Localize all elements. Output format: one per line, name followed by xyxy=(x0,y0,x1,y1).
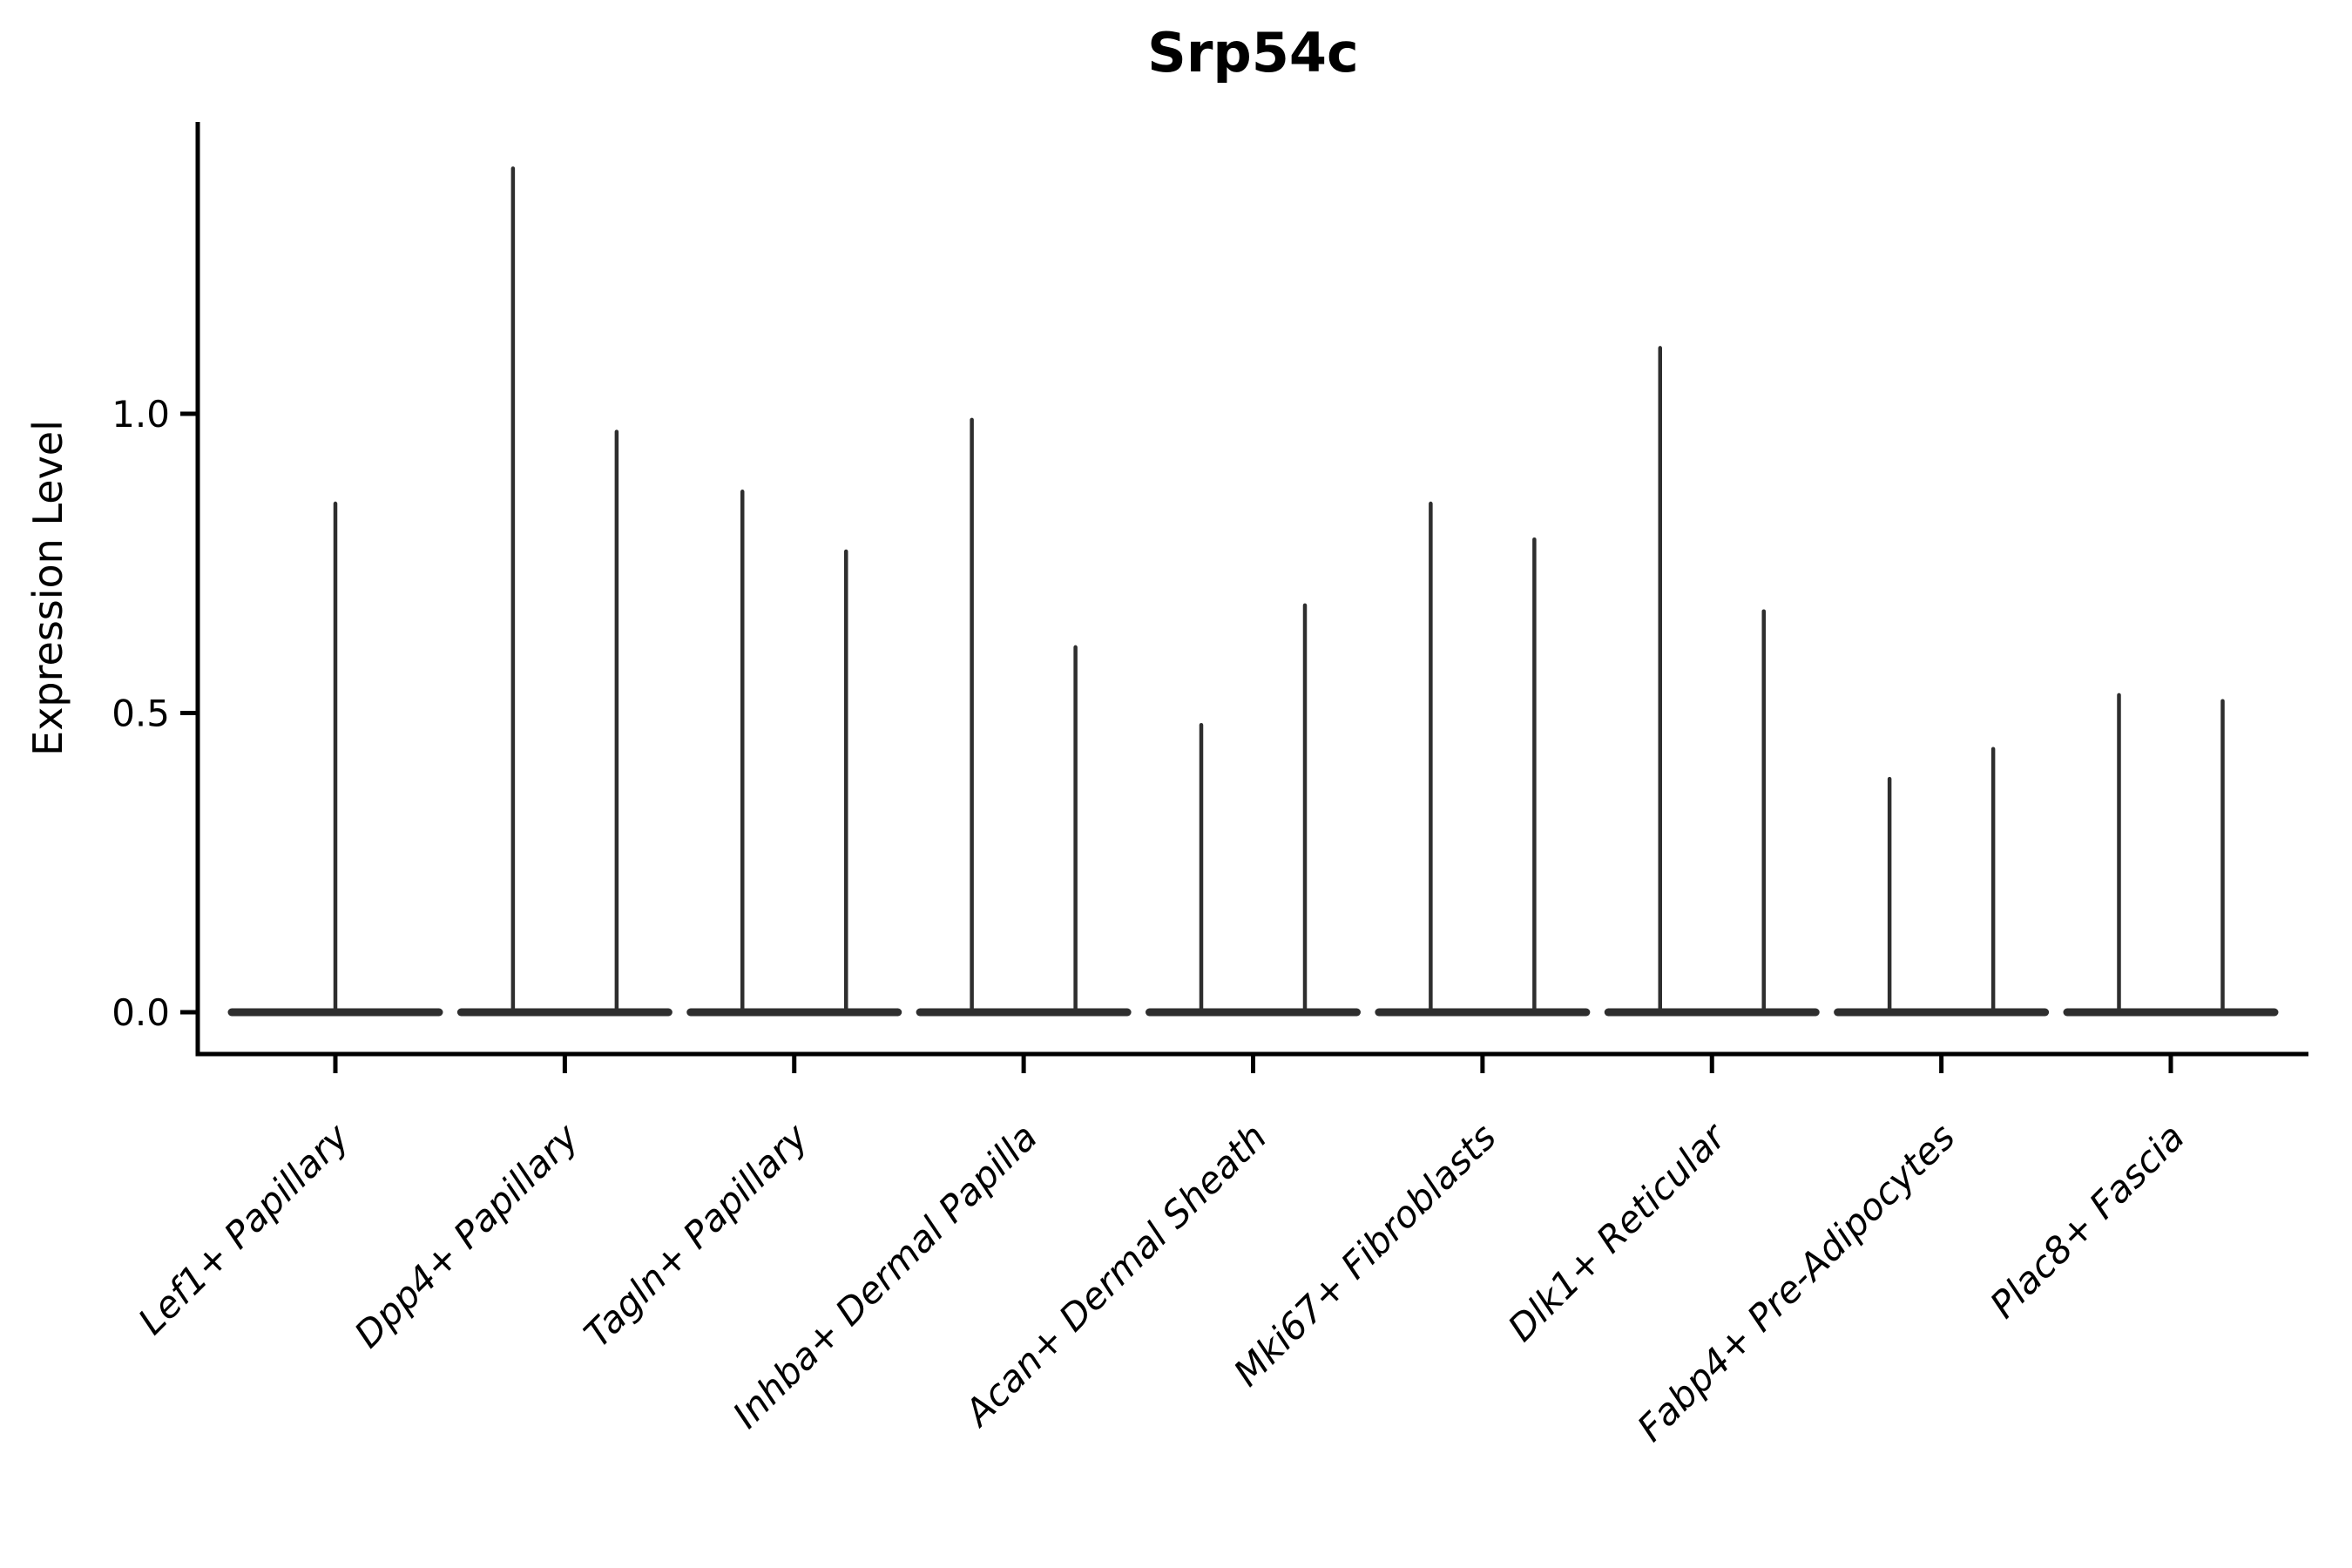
chart-title: Srp54c xyxy=(1147,21,1359,84)
x-tick-label: Plac8+ Fascia xyxy=(1982,1115,2193,1326)
y-tick-label: 1.0 xyxy=(112,393,170,436)
x-tick-label: Tagln+ Papillary xyxy=(576,1115,817,1356)
x-tick-label: Dlk1+ Reticular xyxy=(1500,1113,1736,1349)
y-tick-label: 0.5 xyxy=(112,693,170,735)
x-tick-label: Mki67+ Fibroblasts xyxy=(1226,1115,1504,1394)
y-tick-label: 0.0 xyxy=(112,991,170,1034)
x-tick-label: Lef1+ Papillary xyxy=(130,1115,358,1343)
x-tick-label: Dpp4+ Papillary xyxy=(346,1115,587,1356)
